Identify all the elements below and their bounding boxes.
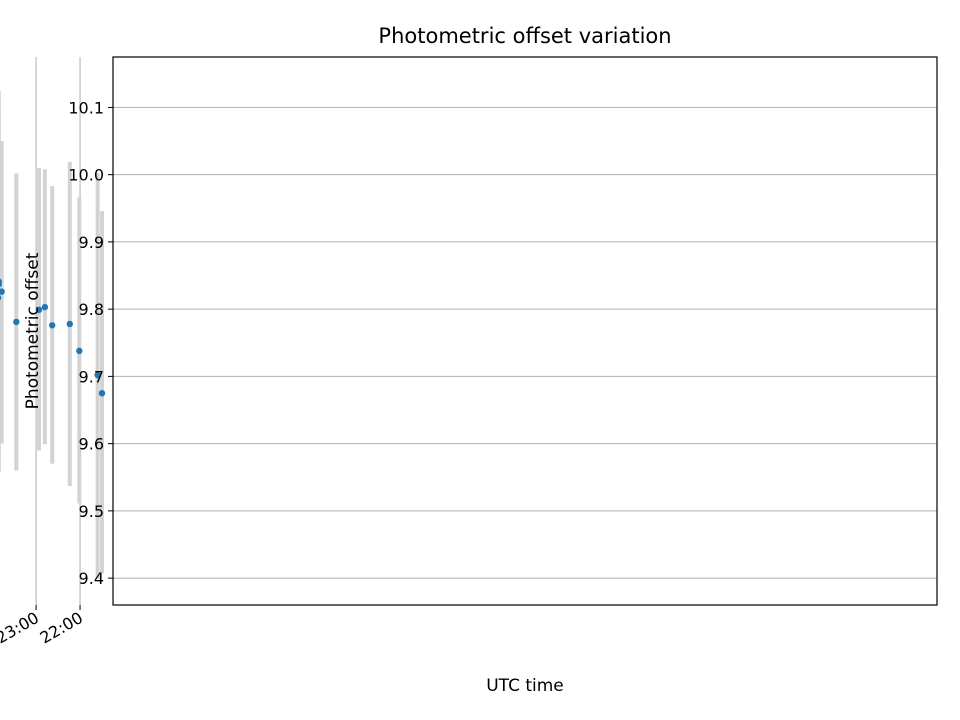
y-tick-label: 9.6 [79, 435, 104, 454]
y-tick-label: 9.8 [79, 300, 104, 319]
data-point [98, 389, 106, 397]
data-point [0, 288, 5, 295]
y-axis-title: Photometric offset [23, 252, 43, 409]
x-axis-title: UTC time [486, 676, 564, 696]
data-point [35, 306, 43, 314]
data-point [13, 318, 20, 326]
data-point [0, 295, 2, 301]
y-tick-label: 9.7 [79, 367, 104, 386]
plot-frame [112, 56, 938, 606]
data-point [0, 281, 2, 288]
y-tick-label: 9.9 [79, 233, 104, 252]
y-tick-label: 10.1 [68, 98, 104, 117]
y-axis-ticks: 9.4 9.5 9.6 9.7 9.8 9.9 10.0 10.1 [68, 98, 113, 588]
y-tick-label: 9.5 [79, 502, 104, 521]
data-point [49, 322, 56, 329]
data-point [76, 347, 83, 355]
grid [35, 57, 937, 605]
data-point [94, 371, 101, 379]
data-point [66, 320, 73, 328]
y-tick-label: 9.4 [79, 569, 104, 588]
data-point [41, 303, 49, 311]
chart-title: Photometric offset variation [378, 24, 671, 48]
data-points [0, 278, 106, 397]
y-tick-label: 10.0 [68, 166, 104, 185]
